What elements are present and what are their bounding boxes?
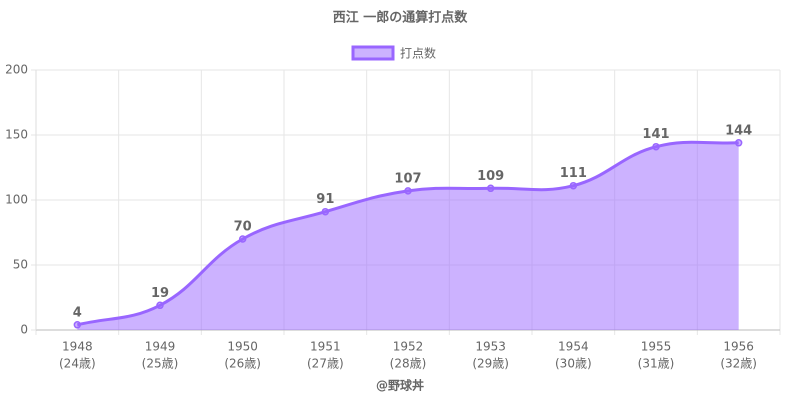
- x-tick-label: 1953: [475, 340, 506, 354]
- x-tick-label: 1956: [723, 340, 754, 354]
- y-tick-label: 100: [5, 193, 28, 207]
- x-tick-sublabel: (25歳): [142, 357, 179, 371]
- y-tick-label: 50: [13, 258, 28, 272]
- data-label: 91: [316, 192, 334, 207]
- data-label: 4: [73, 305, 82, 320]
- x-tick-label: 1954: [558, 340, 589, 354]
- point: [321, 207, 330, 216]
- x-tick-sublabel: (32歳): [720, 357, 757, 371]
- x-tick-sublabel: (29歳): [472, 357, 509, 371]
- area: [77, 142, 739, 330]
- point: [486, 184, 495, 193]
- legend-label: 打点数: [400, 46, 436, 61]
- x-tick-label: 1951: [310, 340, 341, 354]
- point: [404, 187, 412, 195]
- data-label: 111: [560, 166, 587, 181]
- y-tick-label: 150: [5, 128, 28, 142]
- data-label: 109: [477, 169, 504, 184]
- y-tick-label: 0: [20, 323, 28, 337]
- point: [569, 181, 578, 190]
- x-tick-sublabel: (28歳): [390, 357, 427, 371]
- x-tick-sublabel: (24歳): [59, 357, 96, 371]
- data-label: 19: [151, 286, 169, 301]
- x-tick-label: 1948: [62, 340, 93, 354]
- point: [652, 142, 660, 151]
- footer: @野球丼: [376, 378, 424, 393]
- x-tick-label: 1950: [227, 340, 258, 354]
- x-tick-sublabel: (26歳): [224, 357, 261, 371]
- x-tick-label: 1952: [393, 340, 424, 354]
- x-tick-sublabel: (27歳): [307, 357, 344, 371]
- legend-swatch: [351, 45, 395, 61]
- point: [238, 235, 247, 243]
- x-tick-sublabel: (31歳): [638, 357, 675, 371]
- data-label: 144: [725, 123, 752, 138]
- chart-title: 西江 一郎の通算打点数: [333, 10, 469, 26]
- y-tick-label: 200: [5, 63, 28, 77]
- point: [734, 139, 743, 147]
- x-tick-label: 1955: [641, 340, 672, 354]
- data-label: 141: [642, 127, 669, 142]
- data-label: 70: [234, 220, 252, 235]
- x-tick-label: 1949: [145, 340, 176, 354]
- data-label: 107: [394, 171, 421, 186]
- point: [156, 301, 164, 310]
- x-tick-sublabel: (30歳): [555, 357, 592, 371]
- point: [73, 321, 82, 329]
